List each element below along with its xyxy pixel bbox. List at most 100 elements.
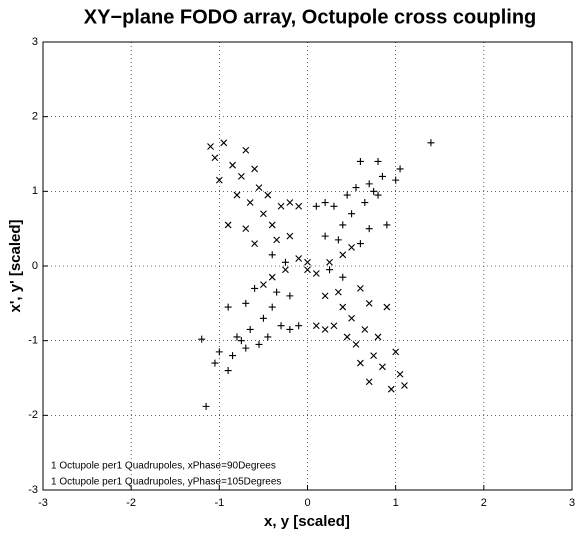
data-point [326,266,334,274]
data-point [255,184,263,191]
data-point [242,146,250,154]
data-point [202,402,210,410]
data-point [260,210,267,218]
x-tick-label: -2 [126,497,136,509]
data-point [361,199,369,207]
data-point [312,270,320,277]
data-point [392,348,400,356]
data-point [286,325,294,333]
data-point [268,303,276,311]
data-point [379,363,386,371]
data-point [251,165,258,173]
data-point [242,344,250,352]
data-point [220,139,228,147]
data-point [339,273,347,281]
data-point [295,322,303,330]
data-point [396,370,404,378]
data-point [356,240,364,248]
data-point [242,299,250,307]
data-point [246,199,254,206]
data-point [365,378,373,386]
data-point [304,258,311,266]
data-point [334,288,342,296]
data-point [286,292,294,300]
data-point [365,299,373,307]
data-point [392,176,400,184]
data-point [312,322,320,330]
data-point [268,251,276,259]
data-point [326,258,333,266]
data-point [321,199,329,207]
data-point [255,340,263,348]
data-point [383,221,391,229]
data-point [365,180,373,188]
data-point [304,266,311,274]
data-point [339,221,347,229]
data-point [273,236,281,244]
data-point [383,303,391,311]
data-point [268,221,276,229]
data-point [374,191,382,199]
data-point [312,202,320,210]
data-point [396,165,404,173]
y-axis-label: x', y' [scaled] [7,219,24,312]
data-point [321,232,329,240]
y-tick-label: -1 [28,335,38,347]
y-tick-label: 3 [32,36,38,48]
data-point [251,240,258,247]
x-tick-label: 2 [481,497,487,509]
data-point [356,157,364,165]
data-point [321,326,329,333]
data-point [264,191,272,199]
data-point [339,303,347,311]
data-point [277,322,285,330]
data-point [286,232,294,240]
y-tick-label: -3 [28,484,38,496]
data-point [229,161,236,169]
data-point [365,225,373,233]
data-point [330,322,338,330]
data-point [370,352,378,359]
data-point [374,157,382,165]
data-point [233,191,241,199]
data-point [246,325,254,333]
data-point [198,335,206,343]
x-tick-label: 0 [304,497,310,509]
data-point [224,303,232,311]
data-point [361,326,369,333]
x-tick-label: 3 [569,497,575,509]
data-point [330,202,338,210]
data-point [215,176,223,184]
data-point [273,288,281,296]
y-tick-label: 0 [32,260,38,272]
data-point [251,284,259,292]
data-point [295,202,303,210]
data-point [357,359,364,367]
data-point [277,202,285,210]
data-point [334,236,342,244]
data-point [237,337,245,345]
data-point [224,367,232,375]
x-tick-label: 1 [393,497,399,509]
data-point [343,333,351,341]
data-point [237,173,245,180]
y-tick-label: -2 [28,409,38,421]
data-point [370,187,378,195]
data-point [339,251,347,259]
data-point [401,382,408,389]
chart-title: XY−plane FODO array, Octupole cross coup… [84,6,537,28]
y-tick-label: 2 [32,111,38,123]
data-point [352,341,360,348]
data-point [348,243,355,251]
data-point [374,333,382,341]
data-point [215,348,223,356]
data-point [264,333,272,341]
data-point [343,191,351,199]
x-tick-label: -1 [214,497,224,509]
legend-label: 1 Octupole per1 Quadrupoles, yPhase=105D… [51,477,281,488]
data-point [427,139,435,147]
data-point [259,314,267,322]
data-point [229,352,237,360]
data-point [286,199,294,206]
data-point [211,359,219,367]
